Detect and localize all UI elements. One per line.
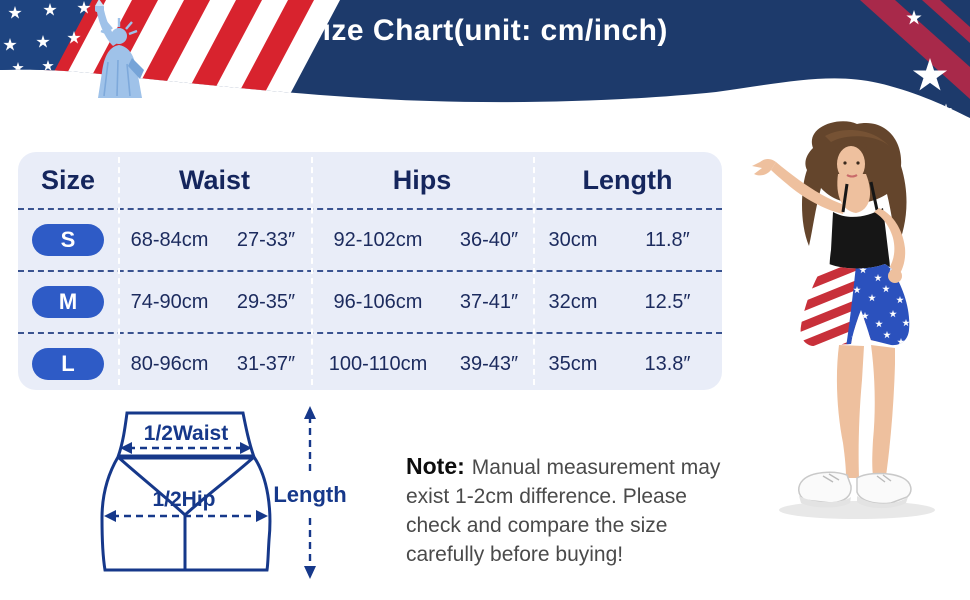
length-cm-value: 32cm — [548, 290, 598, 313]
length-inch-value: 11.8″ — [645, 228, 690, 251]
shorts-star-panel — [845, 264, 910, 346]
note-text: Note: Manual measurement may exist 1-2cm … — [406, 452, 736, 569]
note-body: Manual measurement may exist 1-2cm diffe… — [406, 456, 721, 566]
hips-cm-value: 96-106cm — [333, 290, 423, 313]
size-badge-l: L — [32, 348, 104, 380]
table-row-m: M 74-90cm 29-35″ 96-106cm 37-41″ 32cm 12… — [18, 270, 722, 332]
column-header-hips: Hips — [392, 164, 452, 195]
waist-cm-value: 80-96cm — [130, 352, 209, 375]
length-inch-value: 12.5″ — [644, 290, 691, 313]
waist-cm-value: 68-84cm — [130, 228, 209, 251]
model-face — [837, 146, 865, 182]
column-divider — [311, 157, 313, 385]
half-waist-label: 1/2Waist — [144, 422, 228, 445]
waist-inch-value: 31-37″ — [236, 352, 296, 375]
column-header-size: Size — [40, 164, 96, 195]
hips-inch-value: 36-40″ — [459, 228, 519, 251]
length-cm-value: 30cm — [548, 228, 598, 251]
table-row-s: S 68-84cm 27-33″ 92-102cm 36-40″ 30cm 11… — [18, 208, 722, 270]
size-badge-m: M — [32, 286, 104, 318]
hips-inch-value: 37-41″ — [459, 290, 519, 313]
black-camisole — [829, 208, 890, 282]
table-row-l: L 80-96cm 31-37″ 100-110cm 39-43″ 35cm 1… — [18, 332, 722, 394]
model-legs — [836, 345, 895, 478]
corner-stripes-decoration — [860, 0, 970, 116]
page-title: Size Chart(unit: cm/inch) — [302, 14, 668, 47]
hips-cm-value: 100-110cm — [328, 352, 428, 375]
length-inch-value: 13.8″ — [644, 352, 691, 375]
table-header-row: Size Waist Hips Length — [18, 152, 722, 208]
length-cm-value: 35cm — [548, 352, 598, 375]
waist-inch-value: 29-35″ — [236, 290, 296, 313]
header-banner — [0, 0, 970, 118]
hips-inch-value: 39-43″ — [459, 352, 519, 375]
size-table: Size Waist Hips Length S 68-84cm 27-33″ … — [18, 152, 722, 390]
column-header-waist: Waist — [178, 164, 250, 195]
shorts-measurement-diagram: 1/2Waist 1/2Hip Length — [100, 406, 347, 579]
waist-cm-value: 74-90cm — [130, 290, 209, 313]
column-header-length: Length — [582, 164, 673, 195]
floor-shadow — [779, 501, 935, 519]
hip-arm — [874, 208, 906, 278]
column-divider — [533, 157, 535, 385]
model-photo — [752, 121, 935, 519]
statue-of-liberty-illustration — [95, 0, 144, 98]
pointing-arm — [771, 162, 845, 214]
white-sneakers — [798, 471, 912, 509]
note-prefix: Note: — [406, 453, 465, 479]
waist-inch-value: 27-33″ — [236, 228, 296, 251]
half-hip-label: 1/2Hip — [152, 488, 215, 511]
hips-cm-value: 92-102cm — [333, 228, 423, 251]
length-label: Length — [273, 482, 346, 507]
column-divider — [118, 157, 120, 385]
size-badge-s: S — [32, 224, 104, 256]
